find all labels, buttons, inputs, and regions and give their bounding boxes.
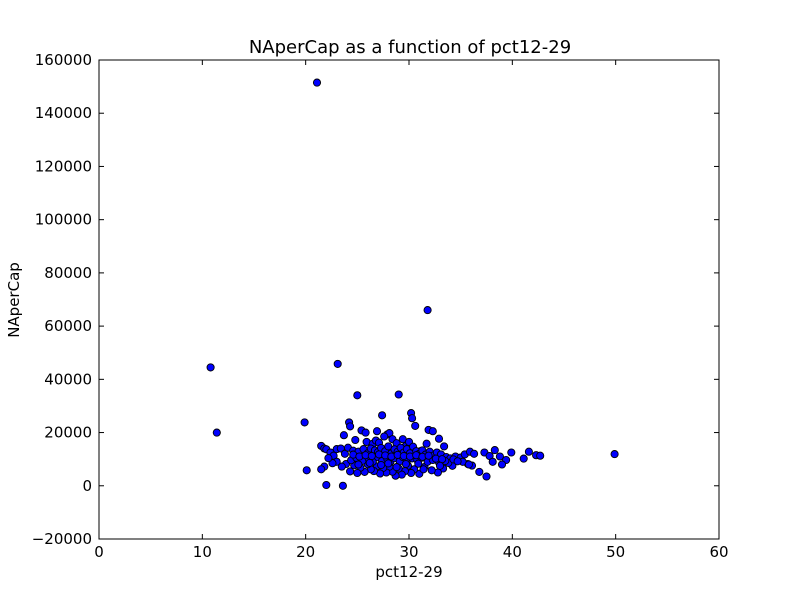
data-point	[312, 78, 322, 87]
data-point	[367, 451, 376, 461]
y-tick-label: 80000	[44, 264, 92, 282]
data-point	[300, 418, 309, 427]
data-point	[470, 449, 479, 458]
x-tick-label: 50	[606, 543, 625, 561]
data-point	[324, 454, 333, 463]
data-point	[495, 452, 504, 461]
data-point	[354, 460, 363, 469]
data-point	[339, 431, 348, 440]
data-point	[372, 427, 382, 436]
data-point	[497, 460, 507, 469]
data-point	[346, 467, 355, 476]
data-point	[392, 463, 401, 472]
y-axis-label: NAperCap	[5, 262, 23, 338]
axis-ticks: 0 10 20 30 40 50 60−20000020000400006000080000…	[32, 51, 729, 561]
data-point	[380, 432, 389, 441]
data-point	[434, 434, 444, 443]
y-tick-label: 20000	[44, 424, 92, 442]
data-point	[337, 462, 346, 471]
data-point	[435, 461, 445, 470]
y-tick-label: −20000	[32, 530, 92, 548]
x-axis-label: pct12-29	[375, 563, 442, 581]
y-tick-label: 0	[82, 477, 92, 495]
y-tick-label: 160000	[35, 51, 92, 69]
y-tick-label: 60000	[44, 317, 92, 335]
data-point	[610, 450, 619, 459]
data-point	[419, 465, 428, 474]
x-tick-label: 40	[503, 543, 522, 561]
data-point	[411, 421, 420, 430]
data-point	[378, 411, 387, 420]
data-point	[351, 435, 360, 445]
data-point	[353, 468, 362, 478]
data-point	[475, 467, 484, 476]
data-point	[212, 428, 221, 437]
data-point	[377, 460, 386, 470]
y-tick-label: 120000	[35, 157, 92, 175]
data-point	[440, 442, 449, 451]
chart-title: NAperCap as a function of pct12-29	[249, 37, 571, 58]
x-tick-label: 20	[296, 543, 315, 561]
data-point	[536, 451, 545, 460]
x-tick-label: 10	[193, 543, 212, 561]
data-point	[346, 422, 355, 431]
data-point	[338, 481, 347, 490]
y-tick-label: 100000	[35, 211, 92, 229]
data-point	[524, 447, 533, 456]
data-point	[333, 359, 342, 368]
data-point	[507, 448, 516, 457]
data-point	[206, 363, 215, 372]
data-point	[317, 465, 326, 474]
data-point	[424, 451, 433, 460]
data-point	[384, 459, 393, 468]
data-point	[408, 414, 417, 423]
data-point	[490, 446, 499, 455]
data-point	[422, 439, 431, 448]
data-point	[464, 460, 473, 469]
data-point	[414, 459, 423, 468]
data-point	[353, 391, 362, 400]
data-point	[322, 480, 331, 490]
data-point	[519, 454, 528, 463]
x-tick-label: 30	[399, 543, 418, 561]
x-tick-label: 60	[709, 543, 728, 561]
data-point	[453, 457, 462, 466]
data-point	[365, 458, 374, 467]
data-point	[394, 390, 403, 399]
y-tick-label: 40000	[44, 370, 92, 388]
y-tick-label: 140000	[35, 104, 92, 122]
data-point	[482, 472, 491, 481]
data-point	[361, 428, 370, 437]
data-point	[423, 306, 432, 315]
data-point	[488, 457, 497, 466]
data-point	[401, 459, 410, 469]
data-point	[428, 427, 437, 436]
data-point	[302, 466, 311, 475]
data-points	[206, 78, 619, 490]
data-point	[438, 455, 447, 464]
data-point	[427, 466, 436, 475]
x-tick-label: 0	[94, 543, 104, 561]
